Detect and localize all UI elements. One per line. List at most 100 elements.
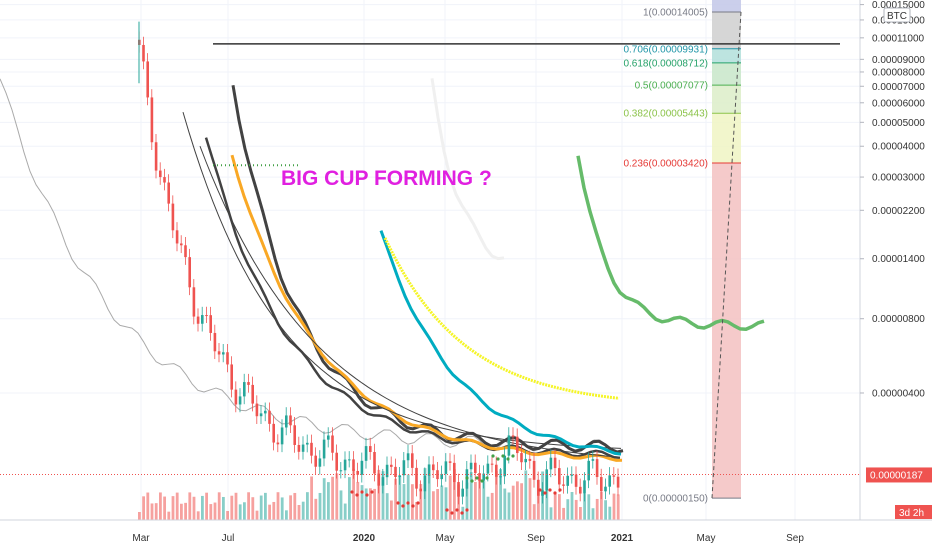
candle-body	[146, 61, 149, 98]
volume-bar	[163, 496, 166, 520]
candle-body	[213, 332, 217, 352]
candle-body	[440, 473, 443, 480]
candle-body	[503, 455, 506, 477]
volume-bar	[495, 470, 498, 520]
volume-bar	[297, 505, 301, 520]
currency-label: BTC	[887, 11, 907, 22]
volume-bar	[352, 468, 355, 520]
candle-body	[209, 315, 212, 333]
td-sequence-mark	[455, 508, 459, 512]
candle-body	[482, 473, 485, 481]
td-sequence-mark	[355, 493, 359, 497]
volume-bar	[310, 476, 313, 520]
candle-body	[306, 442, 309, 445]
td-sequence-mark	[548, 488, 552, 492]
volume-bar	[612, 493, 616, 520]
candle-body	[276, 442, 280, 445]
candle-body	[259, 413, 263, 417]
volume-bar	[574, 499, 578, 520]
volume-bar	[230, 495, 234, 520]
candle-body	[558, 468, 561, 485]
candle-body	[427, 464, 431, 476]
y-tick-label: 0.00008000	[872, 67, 925, 78]
candle-body	[205, 315, 208, 317]
candle-body	[453, 462, 456, 483]
volume-bar	[406, 474, 410, 520]
y-tick-label: 0.00004000	[872, 142, 925, 153]
candle-body	[381, 477, 385, 486]
volume-bar	[259, 495, 263, 520]
price-axis[interactable]	[860, 0, 932, 520]
candle-body	[402, 460, 406, 476]
td-sequence-mark	[480, 479, 484, 483]
y-tick-label: 0.00015000	[872, 0, 925, 11]
ma-thin-2	[199, 146, 621, 458]
volume-bar	[364, 488, 368, 520]
td-sequence-mark	[365, 493, 369, 497]
candle-body	[331, 435, 334, 453]
ma-white	[430, 78, 505, 261]
volume-bar	[289, 495, 292, 520]
candle-body	[192, 287, 196, 317]
td-sequence-mark	[465, 476, 469, 480]
volume-bar	[243, 502, 246, 520]
candle-body	[352, 459, 355, 471]
fib-level-label: 1(0.00014005)	[643, 7, 708, 18]
volume-bar	[322, 478, 326, 520]
volume-bar	[562, 507, 565, 520]
candle-body	[196, 316, 200, 324]
volume-bar	[154, 503, 158, 520]
volume-bar	[537, 489, 540, 520]
candle-body	[537, 479, 540, 496]
candle-body	[322, 439, 326, 459]
y-tick-label: 0.00005000	[872, 118, 925, 129]
volume-bar	[272, 501, 276, 520]
candle-body	[142, 44, 145, 62]
candle-body	[511, 435, 515, 437]
candle-body	[532, 460, 536, 480]
candle-body	[457, 482, 460, 497]
volume-bar	[377, 469, 381, 520]
currency-badge[interactable]: BTC	[883, 7, 911, 23]
volume-bar	[373, 488, 376, 520]
candle-body	[406, 453, 410, 461]
volume-bar	[549, 507, 553, 520]
volume-bar	[583, 493, 586, 520]
candle-body	[255, 403, 259, 417]
volume-bar	[398, 475, 402, 520]
volume-bar	[251, 497, 255, 520]
volume-bar	[217, 492, 221, 520]
volume-bar	[507, 492, 511, 520]
y-tick-label: 0.00009000	[872, 55, 925, 66]
volume-bar	[600, 492, 603, 520]
td-sequence-mark	[506, 457, 510, 461]
volume-bar	[524, 470, 528, 520]
fib-zone	[712, 11, 741, 49]
td-sequence-mark	[538, 488, 542, 492]
volume-bar	[608, 506, 612, 520]
candle-body	[432, 464, 435, 471]
volume-bar	[201, 495, 204, 520]
volume-bar	[415, 502, 418, 520]
volume-bar	[444, 487, 448, 520]
volume-bar	[213, 502, 217, 520]
volume-bar	[146, 492, 150, 520]
candle-body	[562, 484, 565, 486]
candle-body	[390, 464, 393, 467]
time-axis-labels: Mar Jul 2020 May Sep 2021 May Sep	[132, 533, 804, 544]
fib-level-label: 0.618(0.00008712)	[623, 58, 708, 69]
volume-bar	[499, 469, 502, 520]
candlesticks	[138, 21, 620, 505]
candle-body	[583, 480, 586, 494]
volume-bar	[209, 504, 213, 520]
td-sequence-mark	[350, 490, 354, 494]
td-sequence-mark	[465, 508, 469, 512]
volume-bar	[327, 482, 330, 520]
volume-bar	[528, 478, 532, 520]
time-axis[interactable]	[0, 520, 932, 550]
fib-zone	[712, 163, 741, 499]
candle-body	[243, 382, 246, 397]
candle-body	[474, 462, 477, 474]
volume-bar	[482, 481, 486, 520]
